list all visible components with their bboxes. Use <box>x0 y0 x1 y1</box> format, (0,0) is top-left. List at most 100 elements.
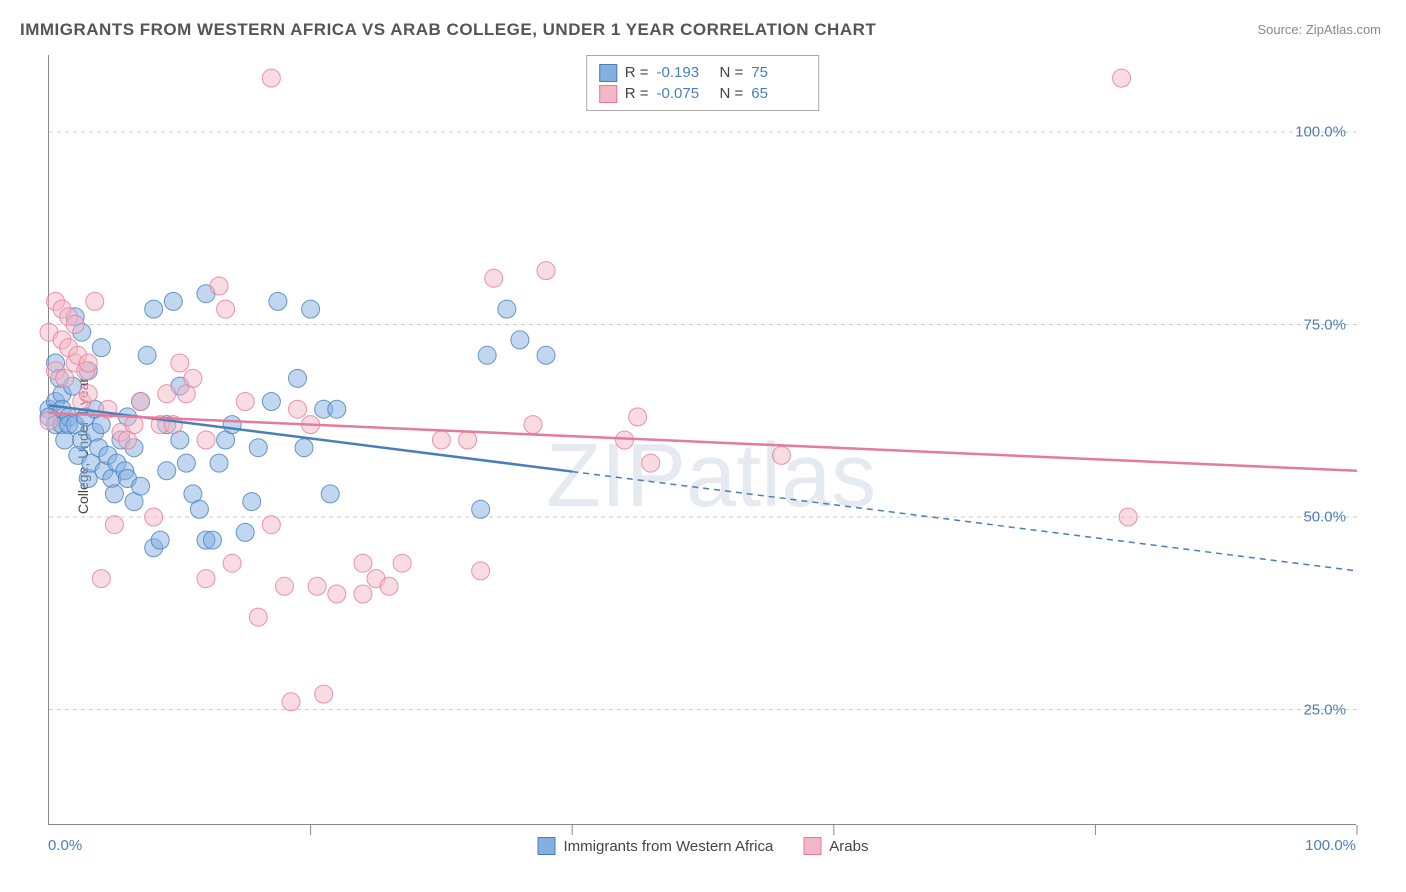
scatter-point <box>66 316 84 334</box>
scatter-point <box>79 385 97 403</box>
scatter-point <box>249 439 267 457</box>
scatter-point <box>204 531 222 549</box>
scatter-point <box>151 531 169 549</box>
scatter-point <box>269 292 287 310</box>
scatter-point <box>321 485 339 503</box>
scatter-point <box>236 393 254 411</box>
y-tick-label: 75.0% <box>1303 316 1346 333</box>
scatter-point <box>79 354 97 372</box>
legend-swatch <box>599 85 617 103</box>
legend-item: Immigrants from Western Africa <box>538 837 774 855</box>
n-label: N = <box>720 83 744 104</box>
scatter-point <box>472 562 490 580</box>
scatter-point <box>328 585 346 603</box>
scatter-point <box>197 570 215 588</box>
y-tick-label: 100.0% <box>1295 124 1346 141</box>
scatter-point <box>354 554 372 572</box>
scatter-point <box>249 608 267 626</box>
bottom-legend: Immigrants from Western Africa Arabs <box>538 837 869 855</box>
scatter-point <box>315 685 333 703</box>
trend-line-dashed <box>572 472 1357 571</box>
legend-label: Immigrants from Western Africa <box>564 838 774 855</box>
scatter-point <box>223 554 241 572</box>
n-value: 65 <box>751 83 806 104</box>
scatter-point <box>308 577 326 595</box>
x-origin-label: 0.0% <box>48 837 82 854</box>
scatter-point <box>262 516 280 534</box>
scatter-point <box>472 500 490 518</box>
scatter-point <box>642 454 660 472</box>
legend-swatch <box>803 837 821 855</box>
legend-swatch <box>538 837 556 855</box>
scatter-point <box>236 523 254 541</box>
r-label: R = <box>625 62 649 83</box>
n-value: 75 <box>751 62 806 83</box>
r-label: R = <box>625 83 649 104</box>
scatter-point <box>485 269 503 287</box>
scatter-point <box>210 454 228 472</box>
scatter-point <box>197 431 215 449</box>
scatter-point <box>380 577 398 595</box>
legend-label: Arabs <box>829 838 868 855</box>
x-max-label: 100.0% <box>1305 837 1356 854</box>
plot-area: R =-0.193N =75R =-0.075N =65 ZIPatlas 25… <box>48 55 1356 825</box>
scatter-point <box>524 416 542 434</box>
scatter-point <box>393 554 411 572</box>
legend-stat-row: R = -0.075 N = 65 <box>599 83 807 104</box>
scatter-point <box>132 477 150 495</box>
scatter-point <box>177 454 195 472</box>
legend-stat-row: R = -0.193 N = 75 <box>599 62 807 83</box>
scatter-point <box>328 400 346 418</box>
scatter-point <box>190 500 208 518</box>
scatter-point <box>171 354 189 372</box>
scatter-point <box>354 585 372 603</box>
legend-item: Arabs <box>803 837 868 855</box>
scatter-point <box>772 446 790 464</box>
scatter-point <box>158 385 176 403</box>
scatter-point <box>616 431 634 449</box>
scatter-point <box>289 369 307 387</box>
scatter-point <box>478 346 496 364</box>
y-tick-label: 50.0% <box>1303 509 1346 526</box>
trend-line <box>49 413 1357 471</box>
scatter-point <box>184 369 202 387</box>
scatter-point <box>289 400 307 418</box>
scatter-point <box>537 262 555 280</box>
scatter-point <box>105 485 123 503</box>
scatter-point <box>92 339 110 357</box>
scatter-point <box>537 346 555 364</box>
scatter-point <box>282 693 300 711</box>
scatter-point <box>105 516 123 534</box>
source-label: Source: ZipAtlas.com <box>1257 22 1381 37</box>
scatter-point <box>302 300 320 318</box>
scatter-point <box>210 277 228 295</box>
scatter-point <box>223 416 241 434</box>
scatter-point <box>275 577 293 595</box>
chart-title: IMMIGRANTS FROM WESTERN AFRICA VS ARAB C… <box>20 20 876 40</box>
scatter-point <box>511 331 529 349</box>
scatter-point <box>86 292 104 310</box>
scatter-point <box>217 300 235 318</box>
y-tick-label: 25.0% <box>1303 701 1346 718</box>
scatter-point <box>262 69 280 87</box>
scatter-point <box>629 408 647 426</box>
scatter-point <box>459 431 477 449</box>
scatter-point <box>432 431 450 449</box>
scatter-point <box>145 508 163 526</box>
legend-stats-box: R = -0.193 N = 75 R = -0.075 N = 65 <box>586 55 820 111</box>
scatter-point <box>132 393 150 411</box>
scatter-point <box>92 570 110 588</box>
n-label: N = <box>720 62 744 83</box>
scatter-point <box>295 439 313 457</box>
scatter-point <box>243 493 261 511</box>
r-value: -0.193 <box>657 62 712 83</box>
r-value: -0.075 <box>657 83 712 104</box>
scatter-point <box>145 300 163 318</box>
scatter-point <box>262 393 280 411</box>
chart-svg <box>49 55 1356 824</box>
scatter-point <box>158 462 176 480</box>
scatter-point <box>138 346 156 364</box>
scatter-point <box>1113 69 1131 87</box>
scatter-point <box>498 300 516 318</box>
scatter-point <box>164 292 182 310</box>
